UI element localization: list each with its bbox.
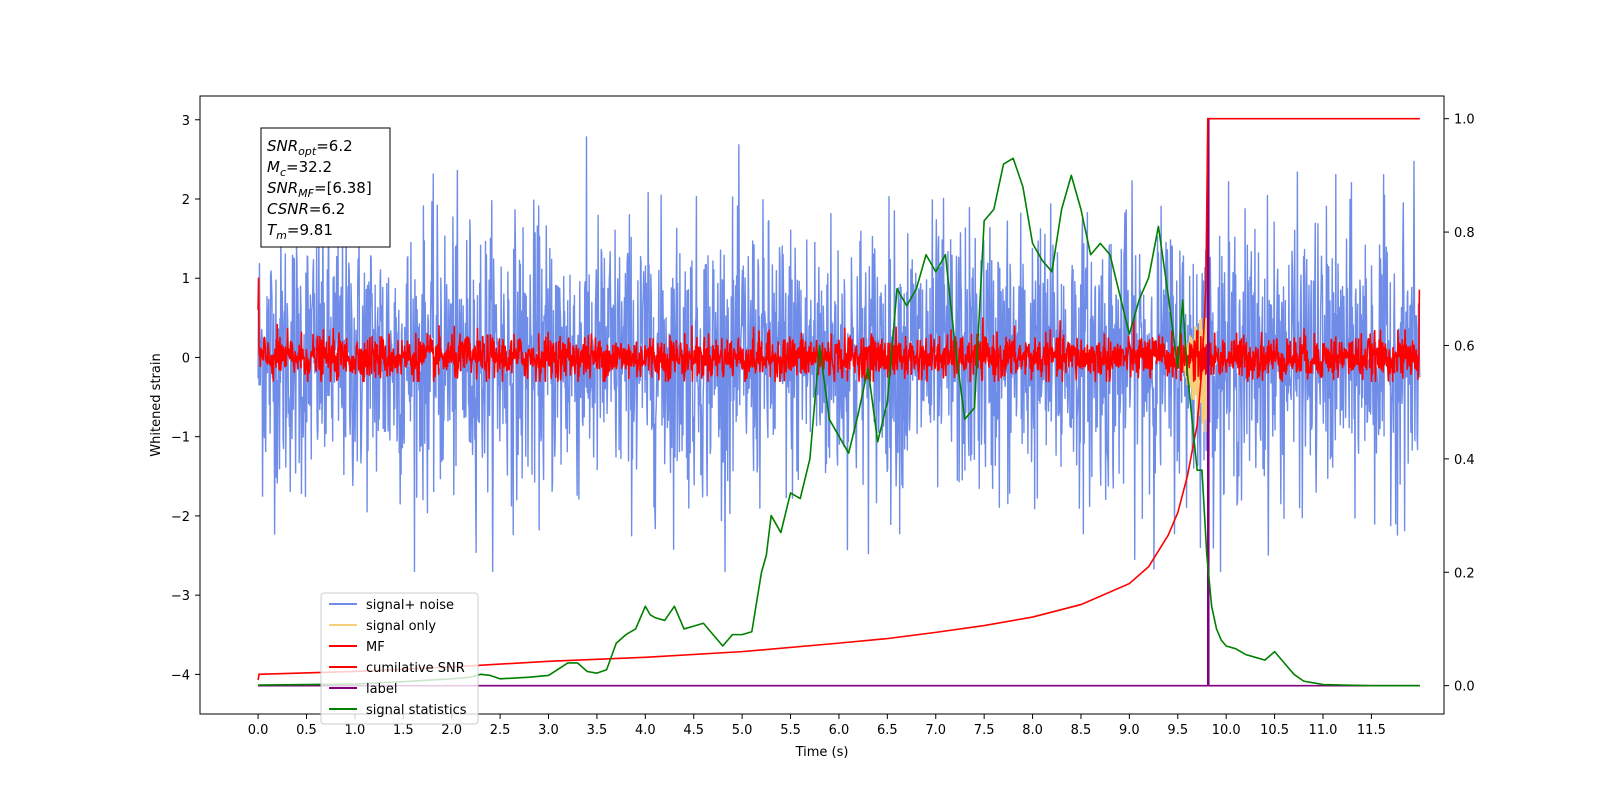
x-tick-label: 10.0 [1212, 723, 1241, 738]
x-tick-label: 1.5 [393, 723, 414, 738]
x-tick-label: 6.0 [829, 723, 850, 738]
x-tick-label: 4.0 [635, 723, 656, 738]
series-mf [257, 277, 1421, 383]
x-tick-label: 10.5 [1260, 723, 1289, 738]
x-tick-label: 9.5 [1167, 723, 1188, 738]
plot-frame [199, 95, 1445, 715]
legend-entry: label [366, 682, 397, 697]
legend-entry: signal only [366, 619, 436, 634]
y-tick-label: 2 [182, 193, 190, 208]
legend-entry: signal statistics [366, 703, 467, 718]
x-tick-label: 1.0 [345, 723, 366, 738]
x-tick-label: 11.0 [1309, 723, 1338, 738]
series-signal-statistics [258, 157, 1420, 687]
y-tick-label: 1 [182, 272, 190, 287]
x-tick-label: 0.5 [296, 723, 317, 738]
x-axis-ticks: 0.0 0.5 1.0 1.5 2.0 2.5 3.0 3.5 4.0 4.5 5.0 5.5 6.0 6… [248, 714, 1386, 738]
x-tick-label: 3.5 [587, 723, 608, 738]
right-tick-label: 0.0 [1454, 680, 1475, 695]
x-axis-label: Time (s) [795, 745, 849, 760]
y-axis-label: Whitened strain [149, 353, 164, 456]
series-cumulative-snr [257, 117, 1420, 681]
legend-frame [320, 592, 479, 725]
x-tick-label: 2.5 [490, 723, 511, 738]
annotation-line: SNRopt=6.2 [267, 137, 353, 158]
right-tick-label: 0.2 [1454, 566, 1475, 581]
x-tick-label: 7.5 [974, 723, 995, 738]
right-tick-label: 1.0 [1454, 113, 1475, 128]
annotation-line: CSNR=6.2 [267, 200, 345, 218]
legend-entry: MF [366, 640, 385, 655]
annotation-line: Tm=9.81 [267, 221, 333, 242]
y-tick-label: −3 [171, 589, 190, 604]
right-tick-label: 0.6 [1454, 339, 1475, 354]
legend-entry: cumilative SNR [366, 661, 465, 676]
x-tick-label: 8.5 [1071, 723, 1092, 738]
y-tick-label: 0 [182, 351, 190, 366]
x-tick-label: 6.5 [877, 723, 898, 738]
y-axis-ticks: −4 −3 −2 −1 0 1 2 3 [171, 114, 200, 683]
x-tick-label: 4.5 [683, 723, 704, 738]
y-tick-label: −1 [171, 431, 190, 446]
x-tick-label: 8.0 [1022, 723, 1043, 738]
right-tick-label: 0.8 [1454, 226, 1475, 241]
y-tick-label: −4 [171, 668, 190, 683]
annotation-frame [260, 127, 391, 248]
right-axis-ticks: 0.0 0.2 0.4 0.6 0.8 1.0 [1444, 113, 1475, 695]
series-layer [257, 117, 1421, 687]
annotation-line: Mc=32.2 [267, 158, 332, 179]
y-tick-label: −2 [171, 510, 190, 525]
legend: signal+ noise signal only MF cumilative SNR… [320, 592, 479, 725]
x-tick-label: 9.0 [1119, 723, 1140, 738]
x-tick-label: 2.0 [441, 723, 462, 738]
x-tick-label: 7.0 [925, 723, 946, 738]
x-tick-label: 0.0 [248, 723, 269, 738]
x-tick-label: 5.0 [732, 723, 753, 738]
right-tick-label: 0.4 [1454, 453, 1475, 468]
x-tick-label: 3.0 [538, 723, 559, 738]
x-tick-label: 5.5 [780, 723, 801, 738]
y-tick-label: 3 [182, 114, 190, 129]
x-tick-label: 11.5 [1357, 723, 1386, 738]
legend-entry: signal+ noise [366, 598, 454, 613]
annotation-line: SNRMF=[6.38] [267, 179, 372, 200]
